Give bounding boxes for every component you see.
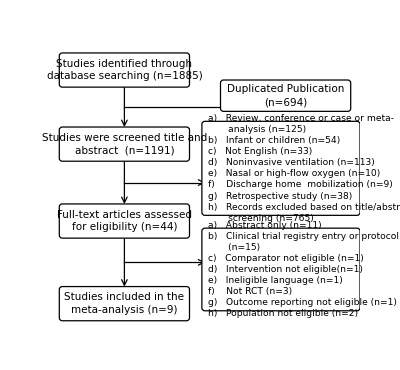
Text: Duplicated Publication
(n=694): Duplicated Publication (n=694)	[227, 84, 344, 107]
Text: Studies included in the
meta-analysis (n=9): Studies included in the meta-analysis (n…	[64, 292, 184, 315]
Text: a)   Review, conference or case or meta-
       analysis (n=125)
b)   Infant or : a) Review, conference or case or meta- a…	[208, 114, 400, 223]
Text: Studies were screened title and
abstract  (n=1191): Studies were screened title and abstract…	[42, 133, 207, 155]
Text: Full-text articles assessed
for eligibility (n=44): Full-text articles assessed for eligibil…	[57, 210, 192, 232]
FancyBboxPatch shape	[59, 127, 190, 161]
FancyBboxPatch shape	[202, 121, 360, 215]
Text: Studies identified through
database searching (n=1885): Studies identified through database sear…	[46, 58, 202, 81]
FancyBboxPatch shape	[59, 53, 190, 87]
Text: a)   Abstract only (n=11)
b)   Clinical trial registry entry or protocol
       : a) Abstract only (n=11) b) Clinical tria…	[208, 221, 399, 318]
FancyBboxPatch shape	[59, 204, 190, 238]
FancyBboxPatch shape	[220, 80, 351, 111]
FancyBboxPatch shape	[59, 286, 190, 321]
FancyBboxPatch shape	[202, 228, 360, 311]
